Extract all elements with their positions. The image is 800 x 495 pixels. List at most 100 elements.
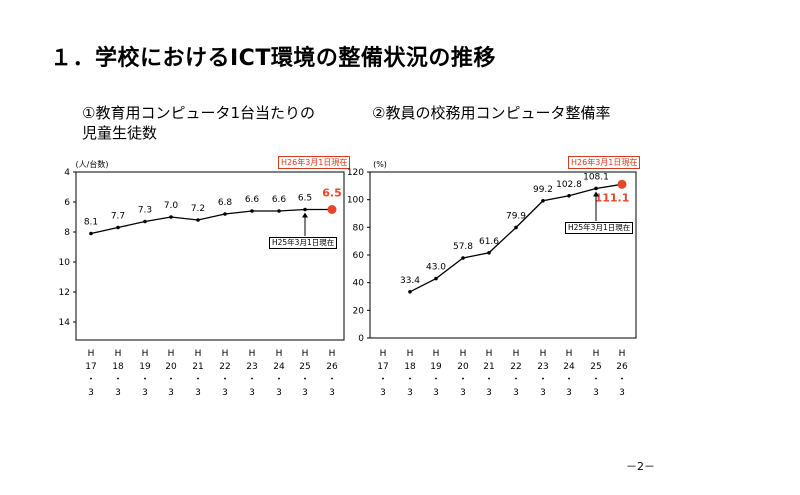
chart-2-data-label: 108.1 <box>583 172 609 182</box>
chart-2-y-tick-label: 40 <box>353 279 365 289</box>
chart-2-y-tick-label: 120 <box>347 168 364 178</box>
chart-1-data-label: 7.7 <box>111 212 125 222</box>
chart-2-data-point <box>541 198 545 203</box>
chart-1-data-point <box>250 209 254 213</box>
chart-1-title: ①教育用コンピュータ1台当たりの 児童生徒数 <box>82 103 315 143</box>
chart-2-highlight-label: 111.1 <box>595 191 630 204</box>
chart-2-x-tick-label: H <box>433 349 440 359</box>
chart-1-x-tick-label: 3 <box>142 388 148 398</box>
chart-1-x-tick-label: ・ <box>300 375 309 385</box>
chart-2-x-tick-label: ・ <box>617 375 626 385</box>
chart-1-y-tick-label: 8 <box>64 228 70 238</box>
page-title: １．学校におけるICT環境の整備状況の推移 <box>50 46 496 71</box>
chart-2-x-tick-label: 21 <box>483 362 494 372</box>
chart-1-y-tick-label: 14 <box>59 318 71 328</box>
chart-2-x-tick-label: 25 <box>590 362 601 372</box>
chart-1-highlight-point <box>327 205 337 214</box>
chart-2-series-line <box>409 183 623 293</box>
chart-1-data-label: 7.2 <box>191 204 205 214</box>
chart-1-x-tick-label: H <box>142 349 149 359</box>
chart-2-x-tick-label: H <box>513 349 520 359</box>
chart-2-data-point <box>594 186 598 191</box>
chart-1-y-tick-label: 10 <box>59 258 71 268</box>
chart-1-x-tick-label: ・ <box>86 375 95 385</box>
chart-2-x-tick-label: 3 <box>380 388 386 398</box>
chart-1-x-tick-label: H <box>222 349 229 359</box>
chart-1-x-tick-label: ・ <box>274 375 283 385</box>
chart-2-x-tick-label: ・ <box>431 375 440 385</box>
chart-2-x-tick-label: H <box>593 349 600 359</box>
chart-1-x-tick-label: ・ <box>140 375 149 385</box>
chart-1-plot-frame <box>75 171 345 341</box>
chart-2-data-label: 33.4 <box>400 276 420 286</box>
chart-1-x-tick-label: 3 <box>195 388 201 398</box>
chart-2-x-tick-label: 26 <box>616 362 628 372</box>
chart-2-x-tick-label: 3 <box>566 388 572 398</box>
chart-2-title: ②教員の校務用コンピュータ整備率 <box>372 103 610 123</box>
chart-1-data-point <box>143 219 147 224</box>
chart-1-x-tick-label: 24 <box>273 362 285 372</box>
chart-2-x-tick-label: 3 <box>486 388 492 398</box>
chart-2-data-point <box>408 289 412 294</box>
chart-2-x-tick-label: 3 <box>513 388 519 398</box>
chart-1-x-tick-label: 3 <box>168 388 174 398</box>
chart-1-x-tick-label: H <box>115 349 122 359</box>
chart-1-x-tick-label: 21 <box>192 362 203 372</box>
chart-1-highlight-label: 6.5 <box>322 187 342 200</box>
chart-1-x-tick-label: 20 <box>165 362 177 372</box>
chart-1-data-point <box>277 209 281 213</box>
chart-1-previous-arrow-head <box>302 212 308 218</box>
chart-2-y-tick-label: 100 <box>347 196 364 206</box>
chart-2-y-tick-label: 80 <box>353 223 365 233</box>
chart-1-data-label: 6.5 <box>298 194 312 204</box>
chart-1-x-tick-label: 17 <box>85 362 96 372</box>
chart-2-x-tick-label: H <box>460 349 467 359</box>
chart-1-x-tick-label: ・ <box>247 375 256 385</box>
chart-2-data-label: 61.6 <box>479 237 499 247</box>
chart-2-x-tick-label: 17 <box>377 362 388 372</box>
chart-1-x-tick-label: 3 <box>329 388 335 398</box>
chart-1-x-tick-label: 3 <box>222 388 228 398</box>
chart-2-x-tick-label: H <box>566 349 573 359</box>
chart-1-series-line <box>90 208 332 235</box>
chart-1-x-tick-label: H <box>249 349 256 359</box>
chart-1-data-label: 7.0 <box>164 201 179 211</box>
chart-1-data-point <box>196 218 200 222</box>
chart-1-data-label: 6.6 <box>245 195 260 205</box>
chart-1-x-tick-label: 3 <box>276 388 282 398</box>
chart-1-x-tick-label: 22 <box>219 362 230 372</box>
chart-2-x-tick-label: ・ <box>564 375 573 385</box>
chart-2-x-tick-label: ・ <box>484 375 493 385</box>
chart-2-x-tick-label: 3 <box>619 388 625 398</box>
chart-2-highlight-point <box>617 179 627 189</box>
chart-2-previous-note: H25年3月1日現在 <box>565 222 634 234</box>
chart-2-x-tick-label: 24 <box>563 362 575 372</box>
chart-2-y-tick-label: 60 <box>353 251 365 261</box>
chart-1-data-point <box>169 215 173 219</box>
chart-1-x-tick-label: 3 <box>115 388 121 398</box>
chart-1-data-point <box>89 231 93 236</box>
chart-1-y-tick-label: 4 <box>64 168 70 178</box>
chart-1-y-tick-label: 6 <box>64 198 70 208</box>
chart-1-previous-note: H25年3月1日現在 <box>269 237 338 249</box>
chart-1-x-tick-label: 19 <box>139 362 151 372</box>
chart-2-data-point <box>487 250 491 255</box>
chart-2-x-tick-label: 3 <box>540 388 546 398</box>
chart-2-x-tick-label: 3 <box>433 388 439 398</box>
chart-1-current-badge: H26年3月1日現在 <box>278 156 351 169</box>
chart-1-x-tick-label: ・ <box>220 375 229 385</box>
chart-1-x-tick-label: 3 <box>88 388 94 398</box>
chart-1-x-tick-label: H <box>168 349 175 359</box>
chart-2-data-label: 43.0 <box>426 263 446 273</box>
chart-2-y-tick-label: 0 <box>358 334 364 344</box>
chart-2-data-label: 57.8 <box>453 242 473 252</box>
chart-2-current-badge: H26年3月1日現在 <box>568 156 641 169</box>
chart-1-x-tick-label: ・ <box>193 375 202 385</box>
chart-1-data-point <box>116 225 120 230</box>
chart-2-data-label: 99.2 <box>533 185 553 195</box>
chart-1-x-tick-label: 26 <box>326 362 338 372</box>
chart-2-data-point <box>514 225 518 230</box>
chart-1-x-tick-label: 23 <box>246 362 257 372</box>
chart-1-x-tick-label: 25 <box>299 362 310 372</box>
chart-1-x-tick-label: 3 <box>302 388 308 398</box>
